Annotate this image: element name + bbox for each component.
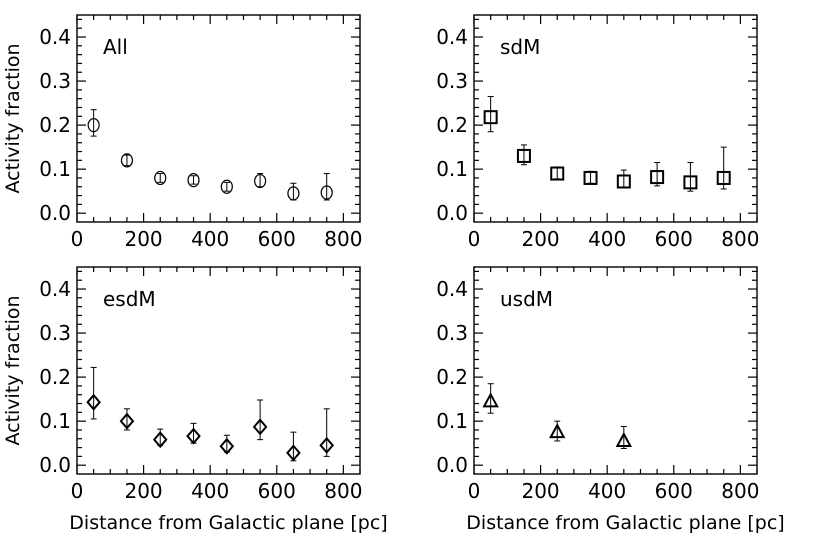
x-tick-label: 200: [521, 227, 559, 251]
data-point: [252, 418, 268, 436]
data-point: [319, 436, 335, 454]
x-tick-label: 800: [324, 479, 362, 503]
x-tick-label: 0: [468, 227, 481, 251]
x-tick-label: 0: [468, 479, 481, 503]
data-point: [550, 166, 565, 181]
x-tick-label: 200: [124, 479, 162, 503]
y-tick-label: 0.0: [39, 201, 71, 225]
x-tick-label: 200: [124, 227, 162, 251]
data-point: [615, 431, 633, 447]
y-tick-label: 0.4: [39, 25, 71, 49]
data-point: [549, 423, 566, 439]
x-tick-label: 800: [721, 227, 759, 251]
plot-frame: [473, 14, 758, 223]
data-point: [716, 170, 731, 185]
x-tick-label: 400: [191, 479, 229, 503]
data-point: [120, 153, 134, 168]
y-tick-label: 0.1: [39, 409, 71, 433]
panel-label: sdM: [500, 35, 540, 59]
data-point: [220, 179, 233, 194]
data-point: [287, 186, 300, 201]
x-tick-label: 600: [258, 227, 296, 251]
y-tick-label: 0.1: [436, 409, 468, 433]
x-tick-label: 400: [588, 227, 626, 251]
panel-sdm: 0 200 400 600 800 0.0 0.1 0.2 0.3 0.4 sdM: [436, 14, 759, 251]
x-axis-title: Distance from Galactic plane [pc]: [69, 512, 387, 534]
data-point: [152, 431, 168, 449]
data-point: [87, 118, 100, 133]
panel-usdm: 0 200 400 600 800 0.0 0.1 0.2 0.3 0.4 usdM Distance…: [436, 266, 785, 534]
y-tick-label: 0.0: [39, 453, 71, 477]
data-point: [187, 173, 200, 188]
y-axis-title: Activity fraction: [2, 295, 24, 445]
x-tick-label: 400: [588, 479, 626, 503]
data-point: [650, 170, 665, 185]
x-tick-label: 800: [324, 227, 362, 251]
panel-label: esdM: [103, 287, 156, 311]
plot-frame: [473, 266, 758, 475]
y-tick-label: 0.2: [436, 113, 468, 137]
data-point: [86, 393, 101, 411]
data-point: [286, 444, 301, 462]
x-axis-title: Distance from Galactic plane [pc]: [466, 512, 784, 534]
data-point: [154, 170, 167, 186]
x-tick-label: 600: [655, 227, 693, 251]
y-tick-label: 0.4: [436, 25, 468, 49]
data-point: [320, 185, 333, 200]
y-tick-label: 0.1: [39, 157, 71, 181]
data-point: [219, 437, 235, 455]
panel-esdm: 0 200 400 600 800 0.0 0.1 0.2 0.3 0.4 esdM Activity…: [2, 266, 388, 534]
y-tick-label: 0.0: [436, 201, 468, 225]
data-point: [186, 427, 201, 445]
y-tick-label: 0.4: [39, 277, 71, 301]
x-tick-label: 800: [721, 479, 759, 503]
y-tick-label: 0.3: [436, 69, 468, 93]
panel-label: usdM: [500, 287, 553, 311]
x-tick-label: 400: [191, 227, 229, 251]
data-point: [482, 392, 499, 408]
y-tick-label: 0.3: [39, 321, 71, 345]
data-point: [616, 174, 631, 189]
y-axis-title: Activity fraction: [2, 43, 24, 193]
panel-label: All: [103, 35, 128, 59]
data-point: [254, 173, 267, 189]
data-point: [683, 175, 698, 190]
y-tick-label: 0.3: [436, 321, 468, 345]
data-point: [119, 412, 135, 430]
x-tick-label: 0: [71, 227, 84, 251]
y-tick-label: 0.0: [436, 453, 468, 477]
y-tick-label: 0.2: [436, 365, 468, 389]
data-point: [483, 110, 498, 125]
x-tick-label: 0: [71, 479, 84, 503]
x-tick-label: 200: [521, 479, 559, 503]
y-tick-label: 0.1: [436, 157, 468, 181]
panel-all: 0 200 400 600 800 0.0 0.1 0.2 0.3 0.4 All Activity …: [2, 14, 362, 251]
x-tick-label: 600: [655, 479, 693, 503]
y-tick-label: 0.2: [39, 365, 71, 389]
plot-frame: [76, 266, 361, 475]
plot-frame: [76, 14, 361, 223]
x-tick-label: 600: [258, 479, 296, 503]
data-point: [583, 170, 598, 185]
y-tick-label: 0.3: [39, 69, 71, 93]
y-tick-label: 0.4: [436, 277, 468, 301]
data-point: [516, 148, 531, 163]
y-tick-label: 0.2: [39, 113, 71, 137]
